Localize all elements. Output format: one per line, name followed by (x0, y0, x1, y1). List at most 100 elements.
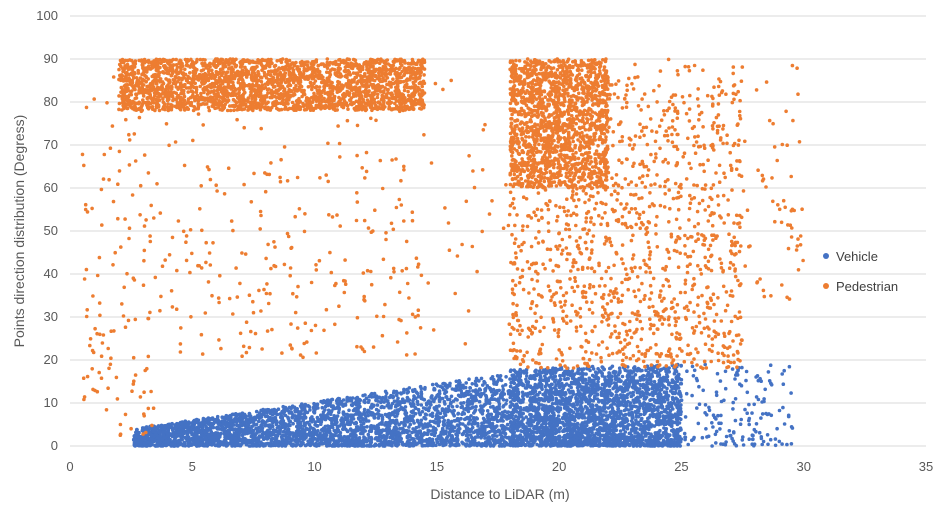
vehicle-point (337, 406, 341, 410)
vehicle-point (267, 430, 271, 435)
vehicle-point (294, 443, 299, 448)
vehicle-point (248, 420, 253, 425)
vehicle-point (469, 433, 473, 437)
vehicle-point (137, 431, 141, 435)
vehicle-point (168, 425, 173, 430)
vehicle-point (479, 376, 484, 381)
vehicle-point (518, 405, 523, 410)
vehicle-point (459, 401, 463, 406)
vehicle-point (646, 416, 650, 421)
vehicle-point (351, 417, 356, 421)
vehicle-point (241, 415, 246, 420)
vehicle-point (447, 383, 452, 388)
vehicle-point (416, 407, 421, 412)
vehicle-point (479, 404, 483, 408)
vehicle-point (406, 390, 410, 395)
vehicle-point (471, 405, 475, 409)
vehicle-point (362, 399, 366, 404)
vehicle-point (303, 429, 307, 434)
vehicle-point (245, 423, 249, 428)
vehicle-point (237, 423, 241, 428)
vehicle-point (347, 420, 351, 425)
vehicle-point (305, 421, 309, 425)
vehicle-point (482, 432, 486, 436)
vehicle-point (479, 443, 484, 448)
vehicle-point (335, 424, 340, 429)
vehicle-point (301, 441, 305, 445)
vehicle-point (486, 414, 491, 418)
vehicle-point (629, 394, 634, 399)
vehicle-point (271, 416, 275, 421)
vehicle-point (232, 412, 236, 417)
vehicle-point (281, 443, 286, 447)
vehicle-point (501, 431, 506, 435)
vehicle-point (495, 434, 499, 438)
vehicle-point (512, 398, 517, 403)
vehicle-point (501, 384, 505, 389)
vehicle-point (355, 398, 360, 403)
vehicle-point (476, 424, 480, 428)
vehicle-point (337, 443, 341, 447)
vehicle-point (669, 404, 673, 409)
vehicle-point (436, 421, 441, 425)
vehicle-point (492, 379, 496, 383)
vehicle-point (364, 396, 369, 401)
vehicle-point (319, 439, 324, 444)
vehicle-point (432, 399, 436, 404)
vehicle-point (503, 383, 508, 387)
vehicle-point (429, 432, 434, 437)
vehicle-point (560, 439, 564, 443)
vehicle-point (480, 412, 485, 416)
vehicle-point (373, 442, 378, 447)
vehicle-point (490, 375, 495, 379)
vehicle-point (347, 440, 351, 445)
vehicle-point (199, 424, 204, 429)
vehicle-point (497, 429, 502, 434)
vehicle-point (145, 436, 150, 441)
vehicle-point (180, 420, 185, 424)
vehicle-point (238, 416, 243, 421)
vehicle-point (261, 443, 266, 447)
vehicle-point (320, 434, 324, 439)
vehicle-point (474, 404, 478, 409)
vehicle-point (300, 436, 304, 441)
vehicle-point (276, 407, 281, 412)
vehicle-point (376, 399, 380, 403)
vehicle-point (155, 443, 160, 447)
vehicle-point (269, 437, 274, 442)
vehicle-point (424, 403, 429, 407)
vehicle-point (291, 438, 295, 442)
vehicle-point (347, 444, 352, 448)
vehicle-point (446, 418, 451, 423)
vehicle-point (313, 420, 318, 424)
vehicle-point (279, 414, 283, 419)
vehicle-point (636, 405, 641, 410)
vehicle-point (326, 424, 330, 428)
vehicle-point (413, 387, 417, 392)
vehicle-point (338, 433, 342, 438)
vehicle-point (504, 398, 509, 403)
vehicle-point (288, 423, 292, 428)
vehicle-point (361, 427, 366, 432)
vehicle-point (474, 388, 478, 392)
vehicle-point (427, 399, 431, 403)
vehicle-point (490, 415, 494, 420)
vehicle-point (267, 443, 272, 448)
vehicle-point (394, 418, 399, 423)
vehicle-point (437, 391, 442, 396)
vehicle-point (242, 440, 247, 445)
vehicle-point (295, 407, 300, 411)
vehicle-point (455, 442, 460, 446)
vehicle-point (499, 394, 503, 399)
vehicle-point (408, 441, 412, 446)
vehicle-point (221, 419, 226, 424)
vehicle-point (329, 409, 334, 413)
vehicle-point (356, 402, 360, 406)
vehicle-point (332, 428, 337, 433)
vehicle-point (413, 411, 418, 416)
vehicle-point (394, 426, 399, 431)
vehicle-point (416, 394, 421, 399)
vehicle-point (215, 418, 220, 423)
vehicle-point (460, 432, 465, 437)
